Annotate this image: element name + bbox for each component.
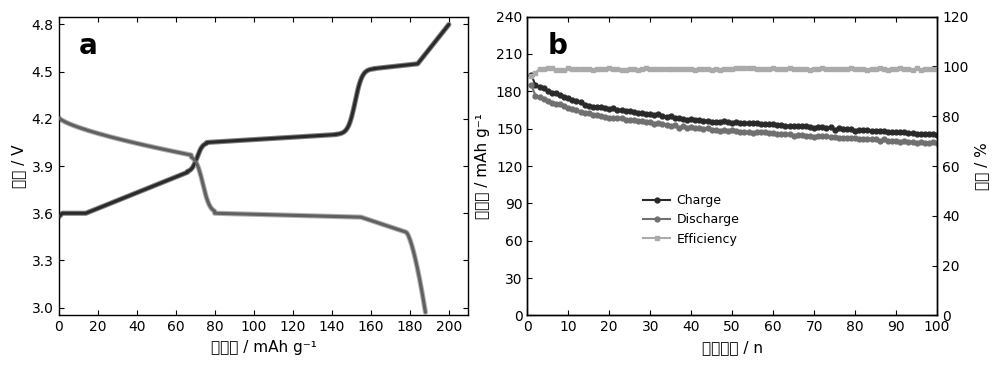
X-axis label: 比容量 / mAh g⁻¹: 比容量 / mAh g⁻¹: [211, 340, 316, 355]
Text: a: a: [79, 31, 98, 60]
Line: Charge: Charge: [529, 72, 940, 137]
Text: b: b: [548, 31, 568, 60]
X-axis label: 循环次数 / n: 循环次数 / n: [702, 340, 763, 355]
Discharge: [734, 130, 746, 134]
Discharge: [898, 139, 910, 143]
Discharge: [603, 115, 615, 120]
Charge: [898, 130, 910, 134]
Charge: [767, 122, 779, 126]
Legend: Charge, Discharge, Efficiency: Charge, Discharge, Efficiency: [638, 189, 745, 251]
Charge: [931, 132, 943, 137]
Discharge: [620, 117, 632, 122]
Charge: [911, 131, 923, 136]
Charge: [603, 107, 615, 111]
Discharge: [931, 141, 943, 145]
Discharge: [525, 83, 537, 87]
Charge: [620, 109, 632, 113]
Charge: [525, 73, 537, 77]
Charge: [734, 121, 746, 125]
Line: Discharge: Discharge: [529, 83, 940, 146]
Y-axis label: 效率 / %: 效率 / %: [974, 142, 989, 190]
Y-axis label: 电压 / V: 电压 / V: [11, 144, 26, 188]
Discharge: [767, 131, 779, 135]
Discharge: [911, 141, 923, 145]
Y-axis label: 比容量 / mAh g⁻¹: 比容量 / mAh g⁻¹: [475, 113, 490, 219]
